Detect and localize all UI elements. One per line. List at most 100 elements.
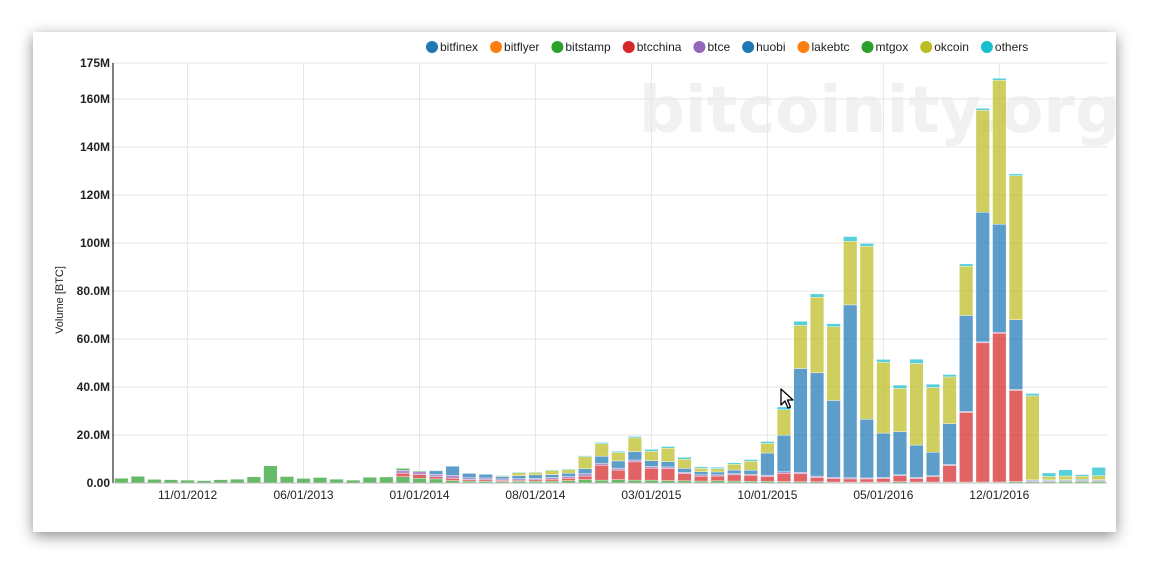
bar-bitstamp-07/2012 [114, 478, 129, 484]
bar-btcchina-10/2014 [561, 478, 576, 481]
bar-okcoin-01/2015 [611, 452, 626, 462]
bar-okcoin-12/2016 [992, 80, 1007, 225]
bar-huobi-04/2015 [660, 461, 675, 468]
bar-okcoin-11/2014 [578, 456, 593, 469]
bar-okcoin-09/2014 [545, 470, 559, 475]
legend-label: bitfinex [440, 40, 478, 54]
legend-swatch [622, 41, 635, 53]
bar-bitstamp-09/2012 [147, 479, 162, 484]
bar-okcoin-06/2016 [892, 388, 907, 432]
gridlines [113, 62, 1107, 483]
bar-others-06/2017 [1091, 467, 1106, 476]
bar-huobi-04/2014 [462, 473, 477, 478]
bar-okcoin-11/2016 [975, 110, 990, 213]
x-tick-label: 10/01/2015 [737, 488, 797, 502]
bar-huobi-01/2015 [611, 460, 626, 469]
bar-huobi-07/2016 [909, 444, 924, 478]
bar-btce-05/2015 [677, 472, 692, 474]
x-tick-label: 08/01/2014 [505, 488, 565, 502]
bar-btcchina-01/2014 [412, 474, 427, 479]
bar-bitstamp-02/2013 [230, 478, 245, 484]
legend-swatch [490, 41, 503, 53]
x-tick-label: 11/01/2012 [158, 488, 217, 502]
bar-others-02/2017 [1025, 393, 1040, 397]
legend-label: huobi [756, 40, 785, 54]
legend-swatch [920, 41, 933, 53]
bar-huobi-02/2014 [429, 470, 444, 475]
bar-others-02/2015 [627, 436, 642, 439]
bar-others-12/2015 [793, 321, 808, 326]
bar-huobi-03/2014 [445, 466, 460, 476]
bar-bitstamp-05/2013 [279, 476, 294, 484]
bar-others-10/2016 [959, 263, 974, 267]
bar-btcchina-03/2015 [644, 467, 659, 481]
bar-btcchina-08/2016 [926, 476, 941, 483]
bar-btce-07/2014 [511, 478, 526, 481]
legend-label: btcchina [637, 40, 682, 54]
bar-huobi-10/2016 [959, 315, 974, 412]
legend-item-btce: btce [693, 40, 730, 54]
bar-okcoin-06/2015 [694, 468, 709, 472]
bar-others-05/2016 [876, 359, 891, 363]
y-tick-label: 120M [80, 188, 110, 202]
bar-bitstamp-08/2012 [130, 476, 145, 484]
bar-okcoin-12/2015 [793, 325, 808, 369]
bar-btcchina-12/2015 [793, 473, 808, 483]
bar-btce-09/2014 [545, 477, 559, 480]
legend-item-btcchina: btcchina [622, 40, 682, 54]
y-tick-label: 20.0M [77, 428, 110, 442]
bar-btcchina-03/2014 [445, 478, 460, 481]
bar-huobi-06/2016 [892, 431, 907, 476]
bar-btce-04/2015 [660, 466, 675, 469]
bar-others-01/2016 [810, 293, 825, 298]
bar-others-12/2014 [594, 442, 609, 444]
bar-bitstamp-07/2013 [313, 477, 328, 484]
bar-btcchina-04/2014 [462, 479, 477, 482]
legend-item-bitflyer: bitflyer [490, 40, 539, 54]
bar-okcoin-10/2014 [561, 469, 576, 474]
legend-label: lakebtc [812, 40, 850, 54]
bar-others-04/2017 [1058, 469, 1073, 477]
bar-others-11/2015 [776, 406, 791, 411]
bar-okcoin-05/2015 [677, 459, 692, 469]
bar-huobi-12/2014 [594, 455, 609, 464]
bar-bitstamp-10/2012 [163, 479, 178, 484]
bar-huobi-02/2016 [826, 400, 841, 478]
bar-huobi-10/2015 [760, 452, 775, 476]
bar-okcoin-03/2017 [1042, 476, 1056, 481]
bar-huobi-05/2014 [478, 474, 493, 479]
bar-others-08/2014 [528, 471, 543, 473]
bar-okcoin-05/2017 [1075, 476, 1090, 480]
bar-okcoin-07/2015 [710, 468, 725, 473]
bar-bitstamp-01/2013 [213, 479, 228, 484]
bar-huobi-11/2015 [776, 435, 791, 472]
bar-huobi-05/2016 [876, 432, 891, 478]
bar-bitstamp-01/2015 [611, 479, 626, 484]
y-tick-label: 175M [80, 56, 110, 70]
bar-okcoin-04/2016 [859, 246, 874, 420]
bar-others-04/2016 [859, 243, 874, 247]
bar-btce-02/2014 [429, 474, 444, 477]
y-tick-label: 80.0M [77, 284, 110, 298]
bar-mtgox-02/2014 [429, 470, 444, 472]
bar-huobi-12/2016 [992, 224, 1007, 333]
bar-huobi-08/2015 [727, 469, 742, 474]
bar-bitstamp-03/2013 [246, 476, 261, 484]
bar-huobi-06/2014 [495, 476, 510, 480]
bar-btcchina-02/2015 [627, 461, 642, 481]
bar-btcchina-10/2015 [760, 476, 775, 482]
bar-others-01/2017 [1008, 173, 1023, 177]
bar-okcoin-03/2015 [644, 451, 659, 461]
y-tick-label: 40.0M [77, 380, 110, 394]
bar-okcoin-04/2017 [1058, 475, 1073, 480]
bar-btcchina-07/2016 [909, 478, 924, 483]
legend-item-okcoin: okcoin [920, 40, 969, 54]
bar-mtgox-12/2013 [395, 468, 410, 471]
bar-okcoin-08/2015 [727, 464, 742, 471]
bar-others-04/2015 [660, 446, 675, 449]
x-axis: 11/01/2012 06/01/2013 01/01/2014 08/01/2014… [113, 482, 1107, 502]
bar-okcoin-06/2017 [1091, 475, 1106, 480]
bar-huobi-08/2014 [528, 474, 543, 479]
x-tick-label: 06/01/2013 [273, 488, 333, 502]
bar-others-09/2014 [545, 469, 559, 471]
